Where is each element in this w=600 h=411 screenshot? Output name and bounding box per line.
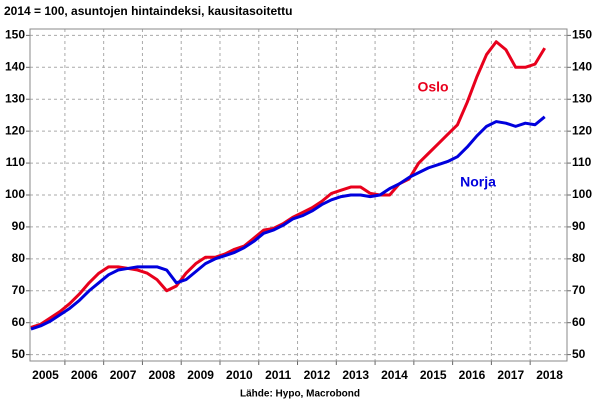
series-label: Oslo bbox=[417, 79, 448, 95]
x-tick-label: 2018 bbox=[536, 368, 563, 382]
x-tick-label: 2016 bbox=[459, 368, 486, 382]
x-tick-label: 2015 bbox=[420, 368, 447, 382]
y2-tick-label: 110 bbox=[572, 155, 592, 169]
y2-tick-label: 90 bbox=[572, 219, 586, 233]
x-tick-label: 2005 bbox=[32, 368, 59, 382]
series-line bbox=[30, 115, 546, 331]
x-tick-label: 2011 bbox=[265, 368, 291, 382]
plot-frame bbox=[29, 28, 568, 362]
series-label: Norja bbox=[460, 174, 496, 190]
x-tick-label: 2017 bbox=[497, 368, 524, 382]
y-tick-label: 70 bbox=[12, 283, 26, 297]
x-tick-label: 2009 bbox=[187, 368, 214, 382]
y2-tick-label: 70 bbox=[572, 283, 586, 297]
y-tick-label: 60 bbox=[12, 315, 26, 329]
y-tick-label: 150 bbox=[5, 28, 25, 42]
y2-tick-label: 150 bbox=[572, 28, 592, 42]
x-tick-label: 2014 bbox=[381, 368, 408, 382]
y2-tick-label: 80 bbox=[572, 251, 586, 265]
x-tick-label: 2012 bbox=[304, 368, 331, 382]
x-tick-label: 2013 bbox=[342, 368, 369, 382]
y-tick-label: 130 bbox=[5, 91, 25, 105]
y-tick-label: 50 bbox=[12, 347, 26, 361]
chart-title: 2014 = 100, asuntojen hintaindeksi, kaus… bbox=[4, 4, 292, 18]
y2-tick-label: 130 bbox=[572, 91, 592, 105]
y-tick-label: 90 bbox=[12, 219, 26, 233]
y2-tick-label: 100 bbox=[572, 187, 592, 201]
y2-tick-label: 60 bbox=[572, 315, 586, 329]
source: Lähde: Hypo, Macrobond bbox=[240, 389, 360, 400]
y-tick-label: 140 bbox=[5, 59, 25, 73]
x-tick-label: 2008 bbox=[148, 368, 175, 382]
y-tick-label: 120 bbox=[5, 123, 25, 137]
y-tick-label: 100 bbox=[5, 187, 25, 201]
y2-tick-label: 50 bbox=[572, 347, 586, 361]
y2-tick-label: 140 bbox=[572, 59, 592, 73]
x-tick-label: 2006 bbox=[71, 368, 98, 382]
y-tick-label: 110 bbox=[6, 155, 26, 169]
x-tick-label: 2010 bbox=[226, 368, 253, 382]
x-tick-label: 2007 bbox=[110, 368, 137, 382]
y2-tick-label: 120 bbox=[572, 123, 592, 137]
y-tick-label: 80 bbox=[12, 251, 26, 265]
